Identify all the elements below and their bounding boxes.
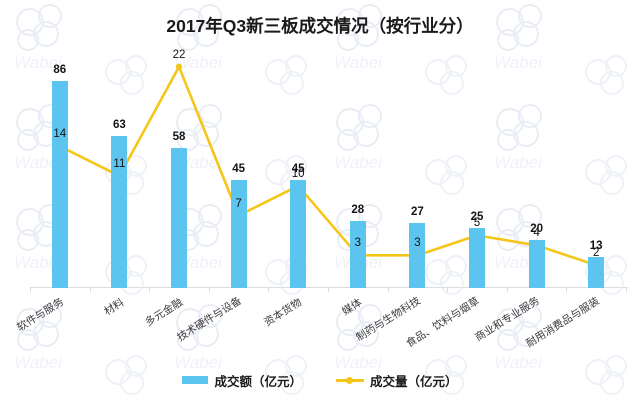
line-series-path <box>58 65 598 267</box>
bar-value-label: 58 <box>172 131 186 144</box>
bar-column[interactable] <box>588 256 605 288</box>
line-data-point[interactable] <box>175 63 183 70</box>
x-axis-tick <box>566 288 568 292</box>
bar-column[interactable] <box>349 220 366 288</box>
x-axis-tick <box>208 288 210 292</box>
legend-label-amount: 成交额（亿元） <box>214 374 302 389</box>
line-value-label: 5 <box>473 217 481 230</box>
x-axis-tick <box>626 288 627 292</box>
bar-value-label: 28 <box>351 203 365 216</box>
x-axis-tick <box>328 288 329 292</box>
bar-column[interactable] <box>290 179 307 288</box>
x-axis-tick <box>149 288 151 292</box>
bar-column[interactable] <box>51 80 68 288</box>
line-value-label: 11 <box>113 157 126 170</box>
x-axis-category-label: 材料 <box>102 296 127 319</box>
x-axis-tick <box>447 288 449 292</box>
bar-value-label: 86 <box>53 63 67 76</box>
line-value-label: 10 <box>291 167 305 180</box>
x-axis-category-label: 多元金融 <box>143 296 186 329</box>
line-value-label: 3 <box>354 237 361 250</box>
legend-item-amount[interactable]: 成交额（亿元） <box>182 371 302 390</box>
line-value-label: 4 <box>533 227 540 240</box>
legend-label-volume: 成交量（亿元） <box>370 374 458 389</box>
x-axis-tick <box>268 288 270 292</box>
x-axis-category-labels: 软件与服务 材料 多元金融 技术硬件与设备 资本货物 媒体 制药与生物科技 食品、饮料与烟草商… <box>0 290 640 360</box>
x-axis-category-label: 资本货物 <box>262 296 305 329</box>
x-axis-category-label: 软件与服务 <box>14 295 66 334</box>
x-axis-tick <box>387 288 389 292</box>
chart-legend: 成交额（亿元） 成交量（亿元） <box>0 368 640 392</box>
bar-column[interactable] <box>409 222 426 288</box>
line-series-points <box>56 63 600 269</box>
line-value-label: 22 <box>172 48 186 61</box>
bar-column[interactable] <box>230 179 247 288</box>
chart-title: 2017年Q3新三板成交情况（按行业分） <box>166 16 474 36</box>
line-value-label: 14 <box>53 128 67 141</box>
x-axis-category-label: 媒体 <box>340 296 365 319</box>
line-value-label: 7 <box>235 197 242 210</box>
legend-item-volume[interactable]: 成交量（亿元） <box>336 371 458 390</box>
line-swatch-icon <box>336 375 364 385</box>
x-axis-tick <box>89 288 91 292</box>
bar-value-label: 45 <box>232 162 245 175</box>
line-value-label: 2 <box>592 247 600 260</box>
bar-column[interactable] <box>171 148 187 288</box>
bar-column[interactable] <box>528 239 545 288</box>
bar-swatch-icon <box>182 376 209 384</box>
bar-column[interactable] <box>469 227 485 288</box>
plot-area: 86 63 58 45 45 28 27 25 20 13 14 11 22 7 10 3 3 5 4 2 <box>30 44 626 288</box>
x-axis-category-label: 技术硬件与设备 <box>175 295 244 345</box>
x-axis-tick <box>506 288 508 292</box>
line-value-label: 3 <box>414 237 421 250</box>
bar-value-label: 27 <box>410 205 424 218</box>
bar-value-label: 63 <box>112 119 126 132</box>
x-axis-tick <box>30 288 31 292</box>
